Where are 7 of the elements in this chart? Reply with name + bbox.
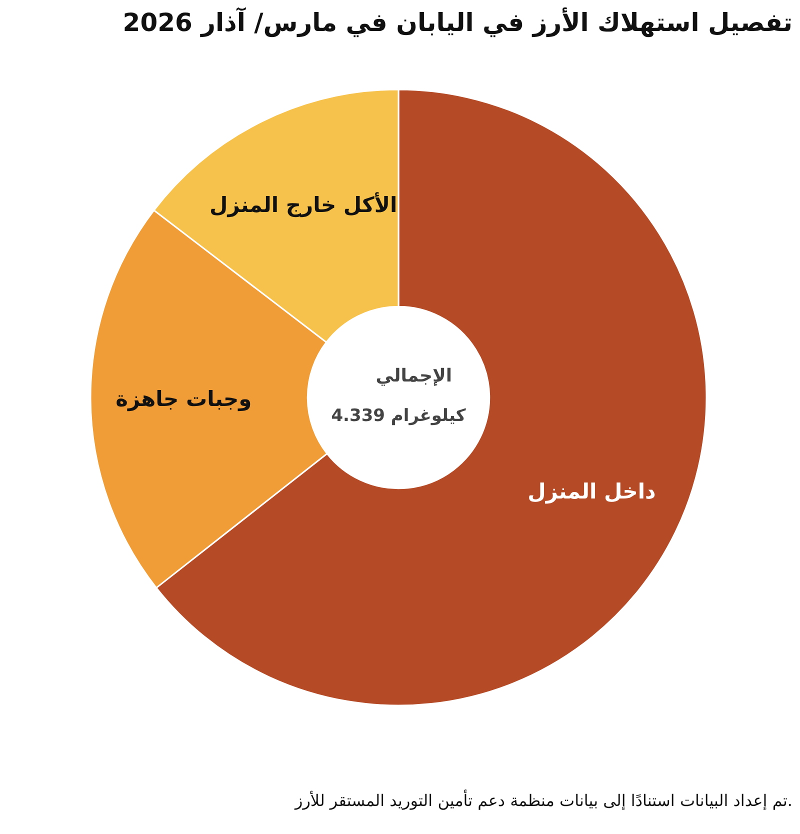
chart-title: تفصيل استهلاك الأرز في اليابان في مارس/ آذار 2026 — [122, 7, 793, 38]
slice-label: الأكل خارج المنزل — [210, 192, 398, 218]
slice-label: وجبات جاهزة — [116, 386, 252, 412]
text: الإجمالي — [376, 365, 452, 386]
text: تم إعداد البيانات استنادًا إلى بيانات منظمة دعم تأمين التوريد المستقر للأرز. — [294, 789, 793, 810]
slice-label: داخل المنزل — [528, 479, 656, 504]
text: 4.339 كيلوغرام — [331, 406, 466, 426]
